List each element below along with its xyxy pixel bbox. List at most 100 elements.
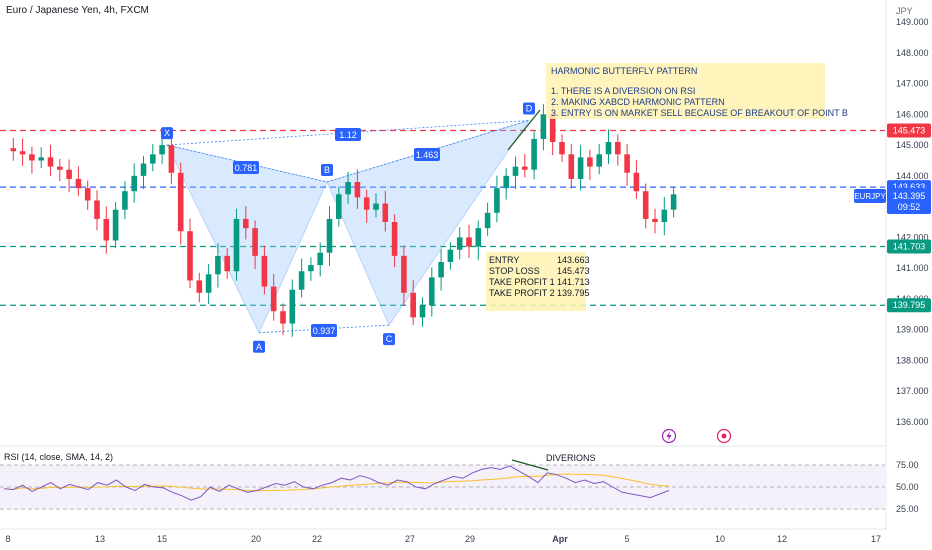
candle-31 [289,279,296,337]
point-X-bg [161,127,173,140]
candle-70 [652,208,658,234]
trade-levels [0,129,885,306]
tp2-label: TAKE PROFIT 2 [489,288,555,298]
candle-13 [122,181,128,220]
candle-42 [391,214,398,268]
trend-line[interactable] [507,109,541,151]
pattern-note[interactable]: HARMONIC BUTTERFLY PATTERN 1. THERE IS A… [546,63,848,119]
price-tick-10: 139.000 [896,325,929,335]
candlesticks [10,101,677,337]
candle-54 [503,168,509,200]
candle-15 [140,155,147,190]
rsi-tick-1: 50.00 [896,482,919,492]
price-axis-area[interactable] [886,0,932,550]
ratio-0: 0.781 [235,163,258,173]
candle-16 [150,144,156,172]
candle-1 [10,138,17,161]
candle-11 [103,206,110,254]
rsi-line [3,465,670,501]
price-tick-11: 138.000 [896,355,929,365]
candle-18 [168,137,175,185]
time-tick-5: 27 [405,534,415,544]
entry-label: ENTRY [489,255,519,265]
candle-14 [131,163,137,203]
point-B: B [324,165,330,175]
symbol-tag: EURJPY [854,192,886,201]
stop-loss-value: 145.473 [557,266,590,276]
candle-64 [596,144,602,175]
point-B-bg [321,164,333,176]
candle-4 [38,147,44,169]
candle-68 [633,160,640,199]
take-profit-1-tag: 141.703 [893,242,926,252]
note-line-2: 2. MAKING XABCD HARMONIC PATTERN [551,97,725,107]
price-tick-2: 147.000 [896,79,929,89]
price-tick-13: 136.000 [896,417,929,427]
current-price: 143.395 [893,191,926,201]
rsi-ma-line [3,473,670,492]
candle-38 [354,169,361,209]
time-axis-ticks: 8 13 15 20 22 27 29 Apr 5 10 12 17 [5,534,881,544]
note-title: HARMONIC BUTTERFLY PATTERN [551,66,697,76]
candle-5 [47,144,54,177]
ratio-3: 0.937 [313,326,336,336]
price-tick-7: 142.000 [896,232,929,242]
take-profit-2-tag: 139.795 [893,300,926,310]
candle-51 [475,220,482,260]
price-tick-3: 146.000 [896,109,929,119]
point-A: A [256,342,262,352]
take-profit-1-tag-bg [887,239,931,254]
candle-9 [84,180,91,210]
dividend-event-icon[interactable] [661,428,677,444]
candle-60 [559,134,565,162]
candle-57 [531,131,537,180]
tp1-label: TAKE PROFIT 1 [489,277,555,287]
note-background [546,63,825,119]
note-line-3: 3. ENTRY IS ON MARKET SELL BECAUSE OF BR… [551,108,848,118]
candle-23 [215,243,221,288]
chart-title: Euro / Japanese Yen, 4h, FXCM [6,5,149,16]
candle-10 [94,190,100,231]
candle-8 [75,166,82,196]
candle-61 [568,144,575,189]
candle-25 [233,208,240,281]
ratio-3-bg [311,324,337,337]
point-X: X [164,128,170,138]
stop-loss-label: STOP LOSS [489,266,540,276]
time-tick-8: 5 [624,534,629,544]
point-C: C [386,334,393,344]
candle-48 [447,242,454,270]
candle-67 [624,144,630,186]
time-tick-1: 13 [95,534,105,544]
take-profit-2-tag-bg [887,298,931,313]
candle-32 [298,258,305,298]
tp2-value: 139.795 [557,288,590,298]
candle-69 [642,183,649,229]
ratio-2: 1.463 [416,150,439,160]
trade-plan-background [486,252,586,311]
price-tick-1: 148.000 [896,48,929,58]
candle-43 [401,245,407,306]
candle-34 [317,242,323,277]
candle-35 [326,206,333,266]
currency-label: JPY [896,6,913,16]
candle-41 [382,190,389,232]
time-tick-7: Apr [552,534,568,544]
rsi-tick-0: 75.00 [896,460,919,470]
ratio-1: 1.12 [339,130,357,140]
price-axis-level-tags: 145.473 143.633 141.703 139.795 [887,123,931,313]
point-A-bg [253,340,265,353]
candle-40 [373,193,379,218]
rsi-divergence-line[interactable] [511,459,549,471]
entry-tag: 143.633 [893,182,926,192]
price-tag-bg [887,188,931,214]
rsi-tick-2: 25.00 [896,504,919,514]
xb-leg [166,144,328,183]
candle-3 [29,146,35,174]
candle-50 [466,224,472,258]
economic-event-icon[interactable] [716,428,732,444]
price-tick-0: 149.000 [896,17,929,27]
trade-plan[interactable]: ENTRY 143.663 STOP LOSS 145.473 TAKE PRO… [486,252,590,311]
time-tick-0: 8 [5,534,10,544]
